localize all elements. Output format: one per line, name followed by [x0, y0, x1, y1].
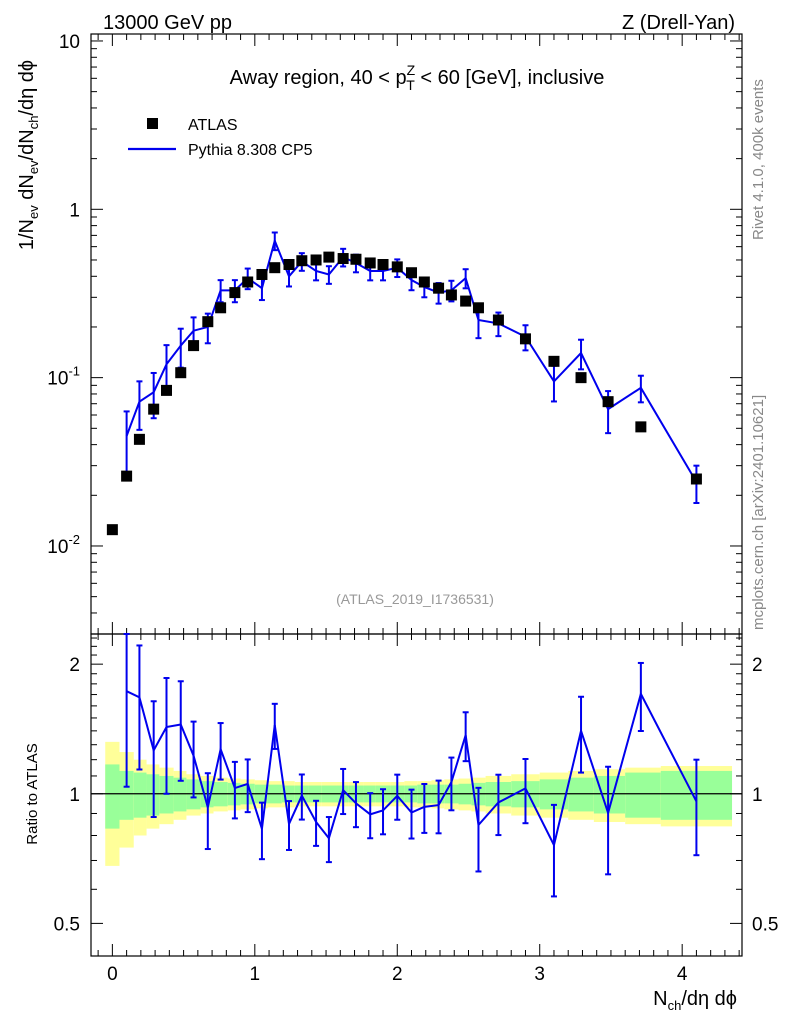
data-point	[460, 295, 472, 307]
mc-series-line	[125, 237, 698, 483]
chart-title: Away region, 40 < pZ T < 60 [GeV], inclus…	[230, 62, 605, 93]
mcplots-label: mcplots.cern.ch [arXiv:2401.10621]	[750, 395, 767, 630]
data-point	[310, 254, 322, 266]
mc-ratio-line	[126, 690, 698, 849]
y-tick-label-main: 1	[69, 200, 80, 221]
data-point	[377, 259, 389, 271]
data-point	[391, 261, 403, 273]
data-point	[575, 372, 587, 384]
ratio-tick-label-left: 0.5	[54, 914, 80, 935]
data-point	[256, 268, 268, 280]
y-tick-label-main: 10	[59, 32, 80, 53]
x-tick-label: 2	[392, 964, 403, 985]
x-tick-label: 4	[677, 964, 688, 985]
header-left: 13000 GeV pp	[103, 12, 232, 34]
header-right: Z (Drell-Yan)	[622, 12, 735, 34]
data-point	[602, 396, 614, 408]
data-point	[492, 314, 504, 326]
data-point	[229, 287, 241, 299]
data-point	[337, 253, 349, 265]
legend: ATLAS Pythia 8.308 CP5	[128, 117, 313, 159]
ratio-tick-label-right: 1	[752, 785, 763, 806]
data-point	[364, 257, 376, 269]
data-point	[283, 259, 295, 271]
ratio-tick-label-right: 2	[752, 655, 763, 676]
x-tick-label: 0	[107, 964, 118, 985]
axes: 0 1 2 3 4 10-2 10-1 1 10 0.5 0.5 1 1 2 2	[47, 32, 778, 985]
y-axis-label-main: 1/Nev dNev/dNch/dη dϕ	[16, 60, 41, 250]
data-point	[548, 355, 560, 367]
legend-data-label: ATLAS	[188, 117, 238, 134]
band-inner-segment	[133, 772, 147, 818]
data-point	[635, 421, 647, 433]
data-point	[418, 276, 430, 288]
data-point	[148, 403, 160, 415]
data-point	[350, 253, 362, 265]
x-axis-label: Nch/dη dϕ	[653, 988, 737, 1013]
ratio-tick-label-left: 2	[69, 655, 80, 676]
x-tick-label: 1	[250, 964, 261, 985]
band-inner-segment	[625, 772, 661, 818]
rivet-label: Rivet 4.1.0, 400k events	[750, 79, 767, 240]
ratio-plot-marks	[123, 633, 700, 898]
ratio-tick-label-right: 0.5	[752, 914, 778, 935]
ratio-uncertainty-bands	[91, 741, 742, 866]
band-inner-segment	[119, 770, 134, 820]
data-point	[323, 251, 335, 263]
data-point	[133, 433, 145, 445]
data-point	[215, 302, 227, 314]
y-axis-label-ratio: Ratio to ATLAS	[24, 743, 41, 844]
data-point	[106, 524, 118, 536]
y-tick-label-main: 10-2	[47, 532, 80, 558]
data-point	[269, 262, 281, 274]
x-tick-label: 3	[534, 964, 545, 985]
data-point	[160, 384, 172, 396]
analysis-watermark: (ATLAS_2019_I1736531)	[336, 591, 494, 607]
data-point	[121, 470, 133, 482]
data-point	[690, 473, 702, 485]
data-point	[406, 267, 418, 279]
band-inner-segment	[173, 777, 187, 812]
data-point	[472, 302, 484, 314]
data-point	[433, 282, 445, 294]
band-inner-segment	[105, 764, 120, 829]
main-plot-marks	[106, 231, 702, 536]
legend-mc-label: Pythia 8.308 CP5	[188, 142, 313, 159]
ratio-tick-label-left: 1	[69, 785, 80, 806]
data-point	[445, 289, 457, 301]
y-tick-label-main: 10-1	[47, 364, 80, 390]
data-point	[296, 255, 308, 267]
data-point	[519, 333, 531, 345]
legend-data-marker	[147, 118, 158, 129]
data-point	[242, 276, 254, 288]
band-inner-segment	[568, 777, 594, 812]
data-point	[175, 367, 187, 379]
ratio-panel-frame	[90, 633, 743, 957]
data-point	[188, 340, 200, 352]
data-point	[202, 316, 214, 328]
